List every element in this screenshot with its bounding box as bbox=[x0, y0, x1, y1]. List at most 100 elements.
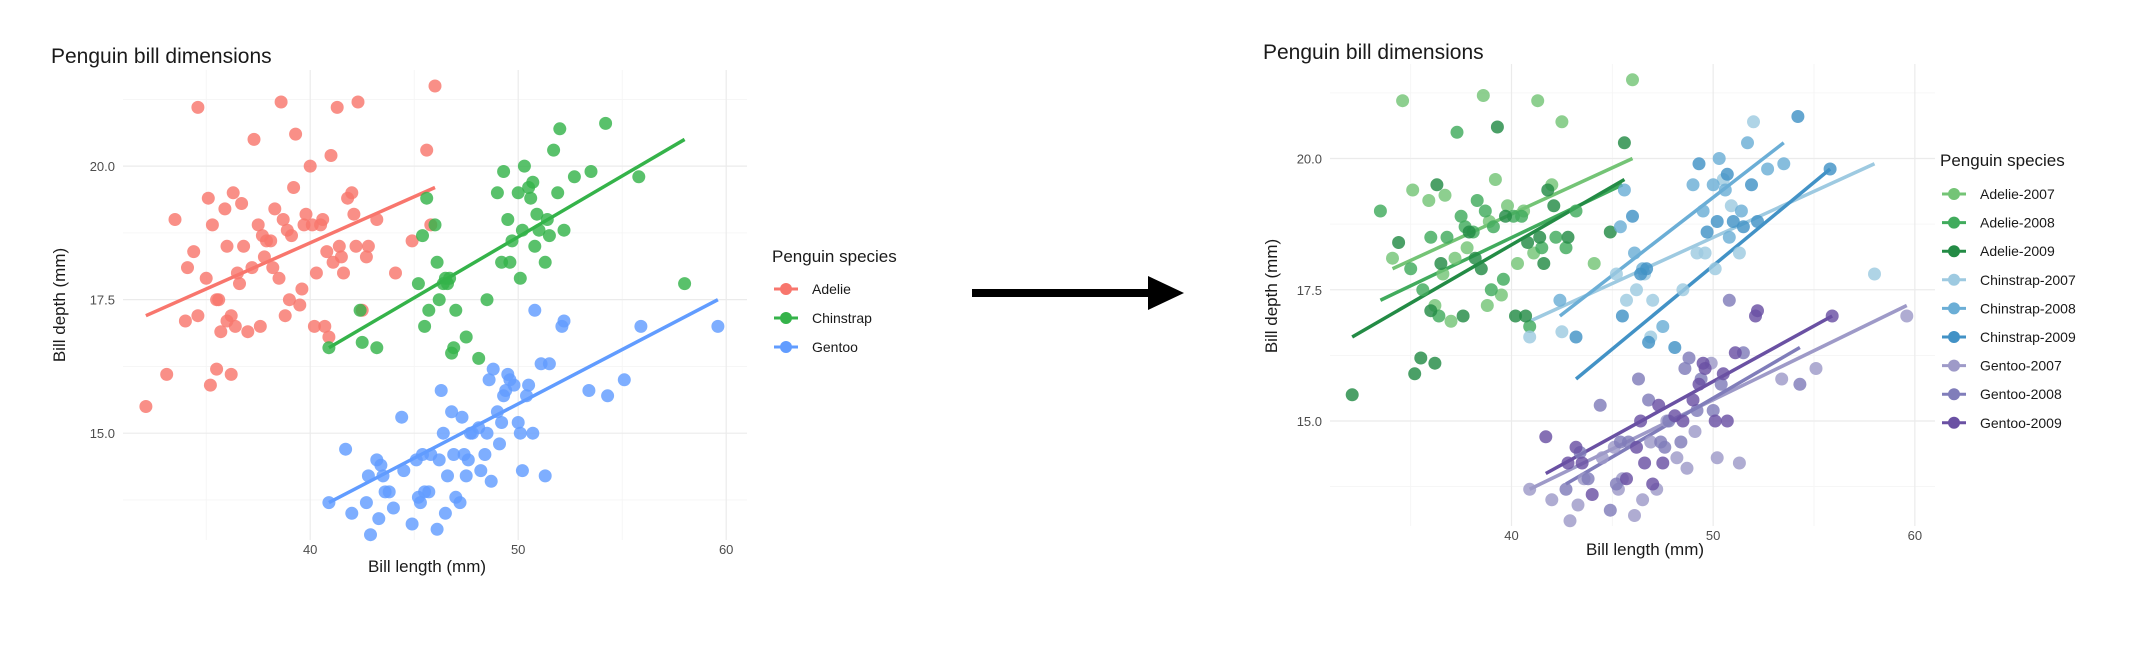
data-point bbox=[634, 319, 648, 333]
legend-item: Adelie-2008 bbox=[1942, 215, 2055, 231]
legend-key-point bbox=[1948, 359, 1960, 372]
data-point bbox=[351, 95, 365, 109]
legend-item: Adelie bbox=[774, 281, 851, 297]
data-point bbox=[1541, 183, 1555, 197]
data-point bbox=[478, 448, 492, 461]
data-point bbox=[303, 159, 317, 173]
data-point bbox=[1656, 320, 1670, 333]
y-tick-labels: 15.0 17.5 20.0 bbox=[1297, 152, 1322, 430]
data-point bbox=[1559, 482, 1573, 496]
data-point bbox=[1428, 356, 1442, 370]
x-tick-label: 50 bbox=[511, 542, 525, 557]
data-point bbox=[1414, 351, 1428, 365]
data-point bbox=[1438, 188, 1452, 202]
y-tick-label: 17.5 bbox=[1297, 283, 1322, 298]
data-point bbox=[1710, 215, 1724, 228]
data-point bbox=[1430, 178, 1444, 192]
data-point bbox=[1632, 372, 1645, 386]
data-point bbox=[1747, 115, 1760, 129]
data-point bbox=[1434, 257, 1448, 270]
data-point bbox=[287, 181, 301, 194]
legend-title: Penguin species bbox=[1940, 151, 2065, 170]
data-point bbox=[355, 335, 369, 349]
data-point bbox=[1722, 230, 1736, 244]
data-point bbox=[447, 341, 461, 355]
data-point bbox=[309, 266, 323, 280]
data-point bbox=[353, 303, 367, 317]
data-point bbox=[1531, 94, 1545, 108]
data-point bbox=[1720, 414, 1734, 428]
data-point bbox=[1484, 283, 1498, 297]
legend-key-point bbox=[780, 341, 792, 353]
y-tick-label: 17.5 bbox=[90, 293, 115, 308]
data-point bbox=[1628, 509, 1641, 522]
data-point bbox=[1644, 435, 1658, 449]
data-point bbox=[532, 223, 546, 237]
data-point bbox=[1547, 199, 1561, 213]
data-point bbox=[389, 266, 402, 280]
data-point bbox=[1549, 230, 1563, 244]
data-point bbox=[1775, 372, 1789, 386]
data-point bbox=[1626, 209, 1639, 223]
legend-label: Gentoo bbox=[812, 339, 858, 355]
data-point bbox=[1575, 456, 1589, 470]
data-point bbox=[632, 170, 646, 184]
data-point bbox=[453, 496, 467, 510]
legend-item: Adelie-2009 bbox=[1942, 243, 2055, 259]
legend-key-point bbox=[1948, 388, 1960, 401]
data-point bbox=[1422, 194, 1436, 207]
data-point bbox=[228, 319, 242, 333]
data-point bbox=[486, 362, 500, 376]
data-point bbox=[295, 282, 309, 296]
data-point bbox=[418, 319, 432, 333]
data-point bbox=[526, 426, 540, 440]
data-point bbox=[553, 122, 567, 136]
data-point bbox=[1561, 230, 1575, 244]
data-point bbox=[1537, 257, 1551, 270]
data-point bbox=[432, 293, 446, 307]
data-point bbox=[361, 239, 375, 253]
data-point bbox=[1646, 293, 1660, 307]
data-point bbox=[1509, 309, 1522, 323]
y-axis-title: Bill depth (mm) bbox=[50, 248, 69, 362]
data-point bbox=[1714, 377, 1728, 391]
x-tick-label: 40 bbox=[303, 542, 317, 557]
data-point bbox=[322, 341, 336, 355]
legend-key-point bbox=[1948, 416, 1960, 429]
x-tick-labels: 40 50 60 bbox=[303, 542, 733, 557]
data-point bbox=[1676, 283, 1690, 297]
data-point bbox=[1416, 283, 1430, 297]
data-point bbox=[1468, 251, 1482, 265]
data-point bbox=[1613, 220, 1627, 234]
legend-label: Chinstrap-2008 bbox=[1980, 300, 2076, 316]
data-point bbox=[1620, 293, 1633, 307]
data-point bbox=[513, 426, 527, 440]
data-point bbox=[339, 442, 353, 456]
data-point bbox=[557, 314, 571, 328]
legend-items: Adelie Chinstrap Gentoo bbox=[774, 281, 872, 355]
data-points bbox=[1345, 73, 1914, 528]
data-point bbox=[268, 202, 282, 216]
data-point bbox=[430, 522, 444, 536]
data-point bbox=[1630, 440, 1643, 454]
data-point bbox=[601, 389, 615, 403]
data-point bbox=[405, 234, 419, 248]
data-point bbox=[599, 116, 613, 130]
data-point bbox=[201, 191, 215, 205]
data-point bbox=[528, 303, 542, 317]
data-point bbox=[386, 501, 400, 515]
data-point bbox=[1728, 346, 1742, 360]
chart-left: Penguin bill dimensions 40 50 60 15.0 17.5 2… bbox=[50, 45, 897, 576]
data-point bbox=[582, 384, 596, 397]
legend-item: Gentoo bbox=[774, 339, 858, 355]
data-point bbox=[1436, 267, 1450, 281]
fit-line bbox=[1558, 141, 1785, 318]
data-point bbox=[432, 453, 446, 467]
data-point bbox=[1523, 320, 1537, 333]
data-point bbox=[1674, 435, 1688, 449]
data-point bbox=[285, 229, 298, 243]
data-point bbox=[474, 464, 488, 478]
data-point bbox=[584, 165, 598, 178]
data-point bbox=[218, 202, 232, 216]
